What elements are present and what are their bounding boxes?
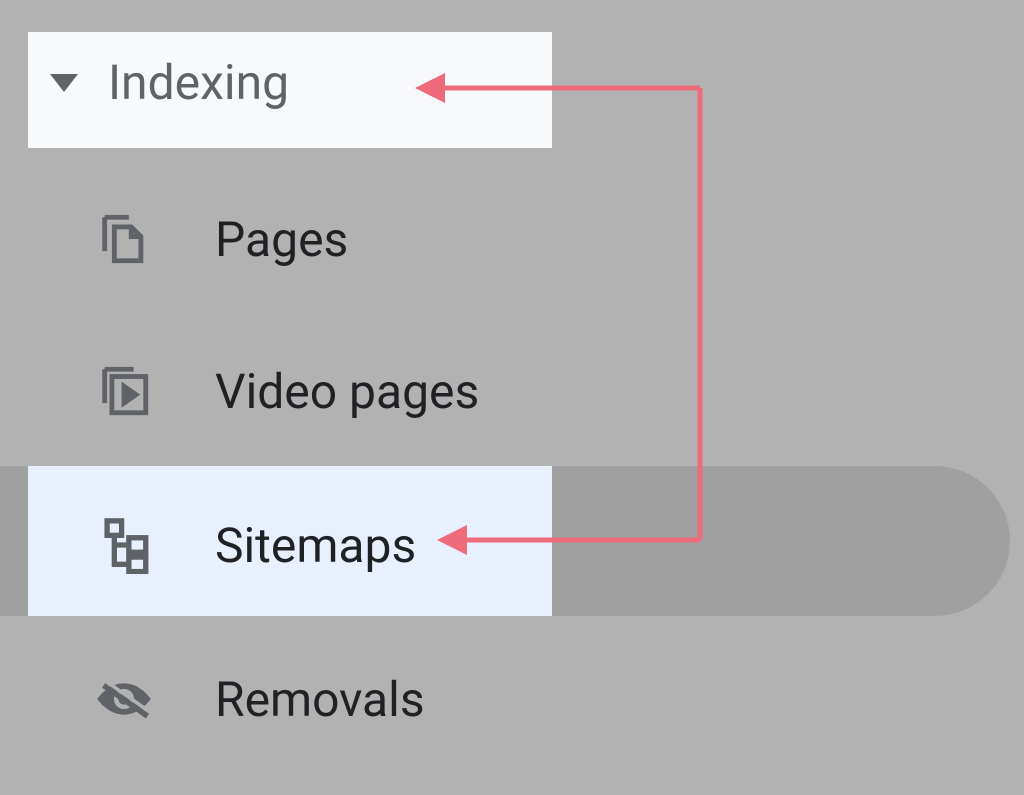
- nav-label-removals: Removals: [215, 671, 425, 728]
- sitemap-icon: [95, 516, 153, 574]
- pages-icon: [95, 210, 153, 268]
- indexing-section-header[interactable]: Indexing: [50, 54, 289, 111]
- nav-label-video: Video pages: [215, 363, 479, 420]
- video-pages-icon: [95, 362, 153, 420]
- sidebar-item-video-pages[interactable]: Video pages: [95, 362, 479, 420]
- nav-label-sitemaps: Sitemaps: [215, 517, 416, 574]
- removals-icon: [95, 670, 153, 728]
- sidebar-item-pages[interactable]: Pages: [95, 210, 348, 268]
- sidebar-item-removals[interactable]: Removals: [95, 670, 425, 728]
- sidebar-item-sitemaps[interactable]: Sitemaps: [95, 516, 416, 574]
- nav-label-pages: Pages: [215, 211, 348, 268]
- chevron-down-icon: [50, 74, 78, 92]
- section-title: Indexing: [108, 54, 289, 111]
